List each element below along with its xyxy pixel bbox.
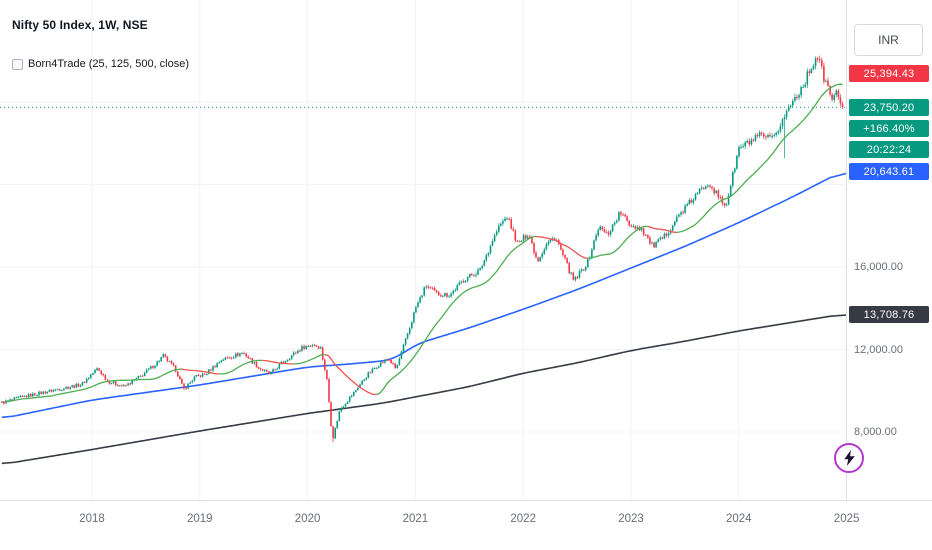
x-axis-label: 2024 <box>726 513 752 525</box>
change-percent-badge: +166.40% <box>849 120 929 138</box>
y-axis-label: 8,000.00 <box>854 426 897 438</box>
indicator-legend-row[interactable]: Born4Trade (25, 125, 500, close) <box>12 58 189 70</box>
chart-legend: Nifty 50 Index, 1W, NSE Born4Trade (25, … <box>12 18 189 70</box>
x-axis-label: 2023 <box>618 513 644 525</box>
bar-countdown-badge: 20:22:24 <box>849 141 929 159</box>
boost-lightning-button[interactable] <box>834 443 864 473</box>
chart-pane[interactable]: Nifty 50 Index, 1W, NSE Born4Trade (25, … <box>0 0 846 500</box>
y-axis-label: 16,000.00 <box>854 261 903 273</box>
indicator-title: Born4Trade (25, 125, 500, close) <box>28 58 190 70</box>
x-axis-label: 2021 <box>402 513 429 525</box>
symbol-legend-row[interactable]: Nifty 50 Index, 1W, NSE <box>12 18 189 32</box>
indicator-icon <box>12 58 23 70</box>
ma-slow-line <box>1 314 846 465</box>
ma125-value-badge: 20,643.61 <box>849 163 929 181</box>
currency-toggle-button[interactable]: INR <box>854 24 923 56</box>
x-axis-label: 2022 <box>510 513 536 525</box>
x-axis-label: 2020 <box>294 513 321 525</box>
grid-layer <box>0 0 846 500</box>
symbol-title[interactable]: Nifty 50 Index, 1W, NSE <box>12 18 148 32</box>
lightning-icon <box>843 450 855 466</box>
price-axis[interactable]: INR 16,000.00 12,000.00 8,000.00 25,394.43… <box>846 0 932 500</box>
ma-fast-line <box>1 83 843 404</box>
x-axis-label: 2019 <box>187 513 213 525</box>
x-axis-label: 2018 <box>79 513 105 525</box>
candles-layer[interactable] <box>1 55 844 443</box>
upper-price-badge: 25,394.43 <box>849 65 929 83</box>
ma500-value-badge: 13,708.76 <box>849 306 929 324</box>
ma-mid-line <box>1 172 846 419</box>
price-chart-canvas[interactable] <box>0 0 846 500</box>
x-axis-label: 2025 <box>833 513 860 525</box>
time-axis[interactable]: 2018 2019 2020 2021 2022 2023 2024 2025 <box>0 500 932 550</box>
last-price-badge: 23,750.20 <box>849 99 929 117</box>
y-axis-label: 12,000.00 <box>854 343 903 356</box>
